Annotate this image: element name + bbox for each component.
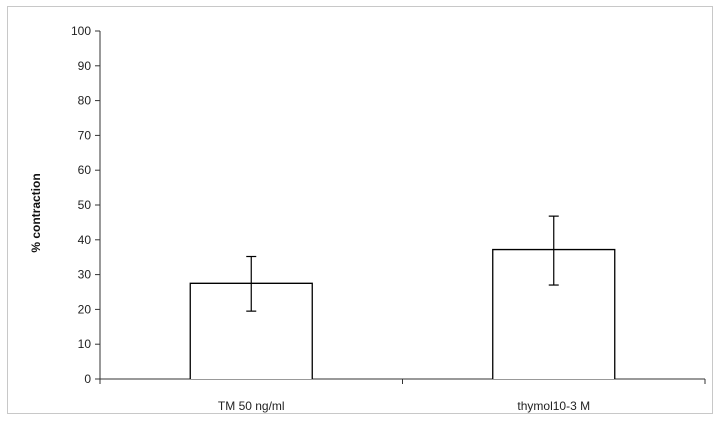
y-axis: 0 10 20 30 40 50 60 70 80 90 100: [71, 24, 101, 386]
y-axis-label: % contraction: [29, 173, 43, 252]
y-tick-label: 20: [78, 302, 92, 316]
y-tick-label: 90: [78, 59, 92, 73]
category-labels: TM 50 ng/ml thymol10-3 M: [218, 399, 590, 413]
y-tick-label: 100: [71, 24, 91, 38]
x-category-label: TM 50 ng/ml: [218, 399, 285, 413]
y-tick-label: 60: [78, 163, 92, 177]
y-tick-label: 30: [78, 268, 92, 282]
y-tick-label: 70: [78, 128, 92, 142]
y-tick-label: 10: [78, 337, 92, 351]
y-tick-label: 40: [78, 233, 92, 247]
y-tick-label: 50: [78, 198, 92, 212]
bars: [189, 248, 616, 379]
error-bars: [246, 215, 559, 312]
y-tick-label: 0: [84, 372, 91, 386]
x-axis: [99, 378, 706, 384]
x-category-label: thymol10-3 M: [517, 399, 590, 413]
y-tick-label: 80: [78, 94, 92, 108]
